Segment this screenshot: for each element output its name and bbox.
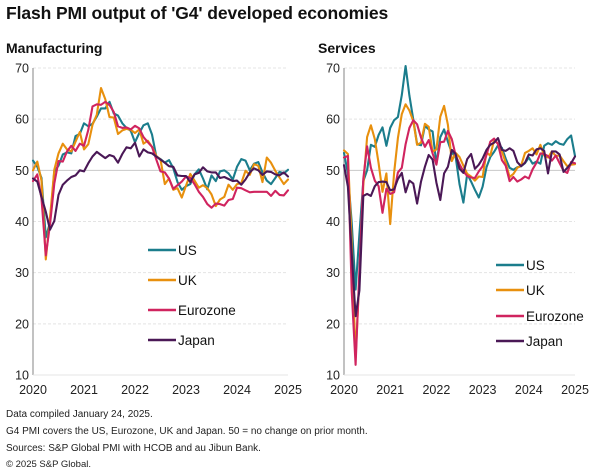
services-series-line-japan — [342, 137, 577, 318]
services-x-tick-2020: 2020 — [330, 383, 358, 397]
services-y-tick-60: 60 — [326, 113, 340, 127]
manufacturing-legend-label-us: US — [178, 243, 197, 258]
footnote-sources: Sources: S&P Global PMI with HCOB and au… — [6, 443, 261, 454]
services-series-line-eurozone — [342, 119, 577, 366]
services-legend-label-japan: Japan — [526, 334, 563, 349]
services-x-tick-2021: 2021 — [376, 383, 404, 397]
manufacturing-legend-label-uk: UK — [178, 273, 197, 288]
footnote-copyright: © 2025 S&P Global. — [6, 459, 91, 470]
manufacturing-x-tick-2021: 2021 — [70, 383, 98, 397]
services-legend-label-uk: UK — [526, 283, 545, 298]
services-legend-label-eurozone: Eurozone — [526, 309, 584, 324]
manufacturing-x-tick-2023: 2023 — [172, 383, 200, 397]
services-y-tick-40: 40 — [326, 215, 340, 229]
services-series-line-uk — [342, 103, 577, 359]
manufacturing-series-line-japan — [31, 141, 290, 231]
services-legend-label-us: US — [526, 258, 545, 273]
manufacturing-series-line-eurozone — [31, 100, 290, 257]
manufacturing-x-tick-2022: 2022 — [121, 383, 149, 397]
footnote-data-compiled: Data compiled January 24, 2025. — [6, 409, 153, 420]
services-x-tick-2024: 2024 — [515, 383, 543, 397]
manufacturing-y-tick-30: 30 — [15, 266, 29, 280]
manufacturing-y-tick-20: 20 — [15, 317, 29, 331]
footnote-coverage: G4 PMI covers the US, Eurozone, UK and J… — [6, 426, 368, 437]
services-y-tick-20: 20 — [326, 317, 340, 331]
manufacturing-y-tick-40: 40 — [15, 215, 29, 229]
services-y-tick-50: 50 — [326, 164, 340, 178]
manufacturing-legend-label-eurozone: Eurozone — [178, 303, 236, 318]
manufacturing-y-tick-60: 60 — [15, 113, 29, 127]
services-series-line-us — [342, 64, 577, 291]
manufacturing-y-tick-10: 10 — [15, 369, 29, 383]
manufacturing-x-tick-2024: 2024 — [223, 383, 251, 397]
services-x-tick-2025: 2025 — [561, 383, 589, 397]
manufacturing-x-tick-2020: 2020 — [19, 383, 47, 397]
manufacturing-y-tick-70: 70 — [15, 62, 29, 76]
panel-title-services: Services — [318, 40, 376, 56]
manufacturing-y-tick-50: 50 — [15, 164, 29, 178]
panel-title-manufacturing: Manufacturing — [6, 40, 103, 56]
services-y-tick-10: 10 — [326, 369, 340, 383]
manufacturing-legend-label-japan: Japan — [178, 333, 215, 348]
manufacturing-x-tick-2025: 2025 — [274, 383, 302, 397]
services-y-tick-30: 30 — [326, 266, 340, 280]
services-x-tick-2022: 2022 — [422, 383, 450, 397]
services-y-tick-70: 70 — [326, 62, 340, 76]
chart-title: Flash PMI output of 'G4' developed econo… — [6, 3, 389, 23]
services-x-tick-2023: 2023 — [469, 383, 497, 397]
